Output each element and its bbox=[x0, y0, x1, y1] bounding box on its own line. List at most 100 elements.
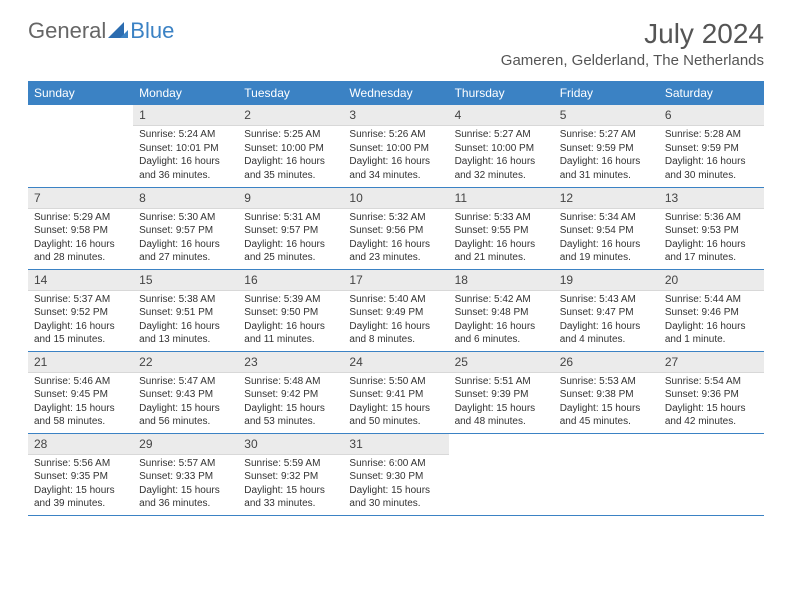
location: Gameren, Gelderland, The Netherlands bbox=[501, 52, 764, 69]
day-details: Sunrise: 5:40 AMSunset: 9:49 PMDaylight:… bbox=[343, 291, 448, 349]
calendar-cell: 1Sunrise: 5:24 AMSunset: 10:01 PMDayligh… bbox=[133, 105, 238, 187]
daylight-text: Daylight: 15 hours and 39 minutes. bbox=[34, 484, 127, 511]
day-number: 23 bbox=[238, 352, 343, 373]
day-details: Sunrise: 5:42 AMSunset: 9:48 PMDaylight:… bbox=[449, 291, 554, 349]
calendar-cell: 28Sunrise: 5:56 AMSunset: 9:35 PMDayligh… bbox=[28, 433, 133, 515]
day-number: 11 bbox=[449, 188, 554, 209]
sunrise-text: Sunrise: 5:44 AM bbox=[665, 293, 758, 307]
daylight-text: Daylight: 16 hours and 36 minutes. bbox=[139, 155, 232, 182]
day-details: Sunrise: 5:30 AMSunset: 9:57 PMDaylight:… bbox=[133, 209, 238, 267]
daylight-text: Daylight: 15 hours and 56 minutes. bbox=[139, 402, 232, 429]
day-details: Sunrise: 6:00 AMSunset: 9:30 PMDaylight:… bbox=[343, 455, 448, 513]
day-details: Sunrise: 5:27 AMSunset: 10:00 PMDaylight… bbox=[449, 126, 554, 184]
calendar-cell: 9Sunrise: 5:31 AMSunset: 9:57 PMDaylight… bbox=[238, 187, 343, 269]
daylight-text: Daylight: 15 hours and 42 minutes. bbox=[665, 402, 758, 429]
day-number: 9 bbox=[238, 188, 343, 209]
day-details: Sunrise: 5:26 AMSunset: 10:00 PMDaylight… bbox=[343, 126, 448, 184]
calendar-cell: 25Sunrise: 5:51 AMSunset: 9:39 PMDayligh… bbox=[449, 351, 554, 433]
daylight-text: Daylight: 15 hours and 53 minutes. bbox=[244, 402, 337, 429]
sunset-text: Sunset: 9:56 PM bbox=[349, 224, 442, 238]
calendar-cell: 2Sunrise: 5:25 AMSunset: 10:00 PMDayligh… bbox=[238, 105, 343, 187]
calendar-week-row: 28Sunrise: 5:56 AMSunset: 9:35 PMDayligh… bbox=[28, 433, 764, 515]
daylight-text: Daylight: 15 hours and 45 minutes. bbox=[560, 402, 653, 429]
day-details: Sunrise: 5:53 AMSunset: 9:38 PMDaylight:… bbox=[554, 373, 659, 431]
sunrise-text: Sunrise: 5:24 AM bbox=[139, 128, 232, 142]
sunset-text: Sunset: 9:41 PM bbox=[349, 388, 442, 402]
weekday-header: Friday bbox=[554, 81, 659, 105]
sunrise-text: Sunrise: 5:39 AM bbox=[244, 293, 337, 307]
sunrise-text: Sunrise: 5:40 AM bbox=[349, 293, 442, 307]
day-number: 25 bbox=[449, 352, 554, 373]
day-number: 8 bbox=[133, 188, 238, 209]
sunset-text: Sunset: 9:57 PM bbox=[244, 224, 337, 238]
sunrise-text: Sunrise: 5:54 AM bbox=[665, 375, 758, 389]
sunset-text: Sunset: 9:30 PM bbox=[349, 470, 442, 484]
day-details: Sunrise: 5:59 AMSunset: 9:32 PMDaylight:… bbox=[238, 455, 343, 513]
sunset-text: Sunset: 9:50 PM bbox=[244, 306, 337, 320]
calendar-week-row: 14Sunrise: 5:37 AMSunset: 9:52 PMDayligh… bbox=[28, 269, 764, 351]
day-details: Sunrise: 5:46 AMSunset: 9:45 PMDaylight:… bbox=[28, 373, 133, 431]
weekday-header: Saturday bbox=[659, 81, 764, 105]
day-number: 26 bbox=[554, 352, 659, 373]
calendar-week-row: 7Sunrise: 5:29 AMSunset: 9:58 PMDaylight… bbox=[28, 187, 764, 269]
daylight-text: Daylight: 16 hours and 30 minutes. bbox=[665, 155, 758, 182]
calendar-cell: 15Sunrise: 5:38 AMSunset: 9:51 PMDayligh… bbox=[133, 269, 238, 351]
calendar-cell bbox=[659, 433, 764, 515]
logo-text-2: Blue bbox=[130, 18, 174, 44]
sunset-text: Sunset: 9:43 PM bbox=[139, 388, 232, 402]
calendar-cell: 8Sunrise: 5:30 AMSunset: 9:57 PMDaylight… bbox=[133, 187, 238, 269]
sunrise-text: Sunrise: 5:56 AM bbox=[34, 457, 127, 471]
day-details: Sunrise: 5:27 AMSunset: 9:59 PMDaylight:… bbox=[554, 126, 659, 184]
calendar-cell: 12Sunrise: 5:34 AMSunset: 9:54 PMDayligh… bbox=[554, 187, 659, 269]
day-details: Sunrise: 5:37 AMSunset: 9:52 PMDaylight:… bbox=[28, 291, 133, 349]
sunset-text: Sunset: 10:01 PM bbox=[139, 142, 232, 156]
sunset-text: Sunset: 9:35 PM bbox=[34, 470, 127, 484]
daylight-text: Daylight: 15 hours and 33 minutes. bbox=[244, 484, 337, 511]
day-number: 7 bbox=[28, 188, 133, 209]
day-number: 19 bbox=[554, 270, 659, 291]
day-details: Sunrise: 5:50 AMSunset: 9:41 PMDaylight:… bbox=[343, 373, 448, 431]
day-details: Sunrise: 5:31 AMSunset: 9:57 PMDaylight:… bbox=[238, 209, 343, 267]
sunset-text: Sunset: 9:46 PM bbox=[665, 306, 758, 320]
calendar-cell: 20Sunrise: 5:44 AMSunset: 9:46 PMDayligh… bbox=[659, 269, 764, 351]
daylight-text: Daylight: 16 hours and 21 minutes. bbox=[455, 238, 548, 265]
day-details: Sunrise: 5:54 AMSunset: 9:36 PMDaylight:… bbox=[659, 373, 764, 431]
daylight-text: Daylight: 16 hours and 19 minutes. bbox=[560, 238, 653, 265]
daylight-text: Daylight: 16 hours and 15 minutes. bbox=[34, 320, 127, 347]
sunset-text: Sunset: 9:57 PM bbox=[139, 224, 232, 238]
sunrise-text: Sunrise: 5:28 AM bbox=[665, 128, 758, 142]
day-number: 2 bbox=[238, 105, 343, 126]
sunset-text: Sunset: 9:39 PM bbox=[455, 388, 548, 402]
sunrise-text: Sunrise: 5:43 AM bbox=[560, 293, 653, 307]
weekday-header: Monday bbox=[133, 81, 238, 105]
calendar-cell: 30Sunrise: 5:59 AMSunset: 9:32 PMDayligh… bbox=[238, 433, 343, 515]
calendar-cell: 4Sunrise: 5:27 AMSunset: 10:00 PMDayligh… bbox=[449, 105, 554, 187]
weekday-header: Thursday bbox=[449, 81, 554, 105]
calendar-week-row: 1Sunrise: 5:24 AMSunset: 10:01 PMDayligh… bbox=[28, 105, 764, 187]
sunrise-text: Sunrise: 5:27 AM bbox=[455, 128, 548, 142]
day-number: 29 bbox=[133, 434, 238, 455]
day-details: Sunrise: 5:24 AMSunset: 10:01 PMDaylight… bbox=[133, 126, 238, 184]
daylight-text: Daylight: 16 hours and 8 minutes. bbox=[349, 320, 442, 347]
sunset-text: Sunset: 9:59 PM bbox=[560, 142, 653, 156]
sunset-text: Sunset: 9:54 PM bbox=[560, 224, 653, 238]
calendar-cell bbox=[449, 433, 554, 515]
day-number: 10 bbox=[343, 188, 448, 209]
day-number: 20 bbox=[659, 270, 764, 291]
calendar-cell: 26Sunrise: 5:53 AMSunset: 9:38 PMDayligh… bbox=[554, 351, 659, 433]
sunset-text: Sunset: 10:00 PM bbox=[455, 142, 548, 156]
sunset-text: Sunset: 9:42 PM bbox=[244, 388, 337, 402]
sunrise-text: Sunrise: 5:37 AM bbox=[34, 293, 127, 307]
daylight-text: Daylight: 16 hours and 11 minutes. bbox=[244, 320, 337, 347]
calendar-cell: 23Sunrise: 5:48 AMSunset: 9:42 PMDayligh… bbox=[238, 351, 343, 433]
sunset-text: Sunset: 9:58 PM bbox=[34, 224, 127, 238]
day-details: Sunrise: 5:39 AMSunset: 9:50 PMDaylight:… bbox=[238, 291, 343, 349]
sunset-text: Sunset: 9:55 PM bbox=[455, 224, 548, 238]
day-number: 27 bbox=[659, 352, 764, 373]
sunrise-text: Sunrise: 5:46 AM bbox=[34, 375, 127, 389]
logo-text-1: General bbox=[28, 18, 106, 44]
day-details: Sunrise: 5:48 AMSunset: 9:42 PMDaylight:… bbox=[238, 373, 343, 431]
daylight-text: Daylight: 16 hours and 25 minutes. bbox=[244, 238, 337, 265]
title-block: July 2024 Gameren, Gelderland, The Nethe… bbox=[501, 18, 764, 69]
day-details: Sunrise: 5:36 AMSunset: 9:53 PMDaylight:… bbox=[659, 209, 764, 267]
